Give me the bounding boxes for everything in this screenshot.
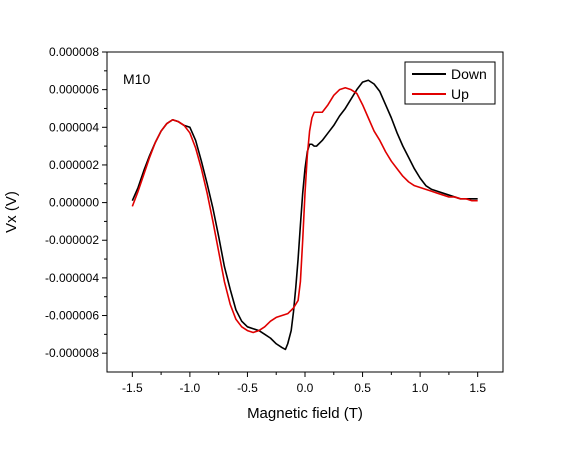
series-line-down	[131, 79, 478, 351]
x-tick-label: 1.5	[469, 381, 486, 395]
x-tick-label: 0.5	[354, 381, 371, 395]
series-line-up	[131, 86, 478, 334]
x-tick-label: -1.5	[122, 381, 143, 395]
x-tick-label: 0.0	[297, 381, 314, 395]
x-tick-label: -0.5	[237, 381, 258, 395]
y-tick-label: 0.000006	[49, 83, 99, 97]
x-tick-label: -1.0	[180, 381, 201, 395]
y-tick-label: 0.000008	[49, 45, 99, 59]
y-tick-label: 0.000000	[49, 196, 99, 210]
legend: Down Up	[404, 61, 496, 105]
x-tick-label: 1.0	[412, 381, 429, 395]
y-tick-label: -0.000006	[45, 309, 99, 323]
y-tick-label: -0.000004	[45, 271, 99, 285]
legend-label-up: Up	[451, 86, 469, 102]
annotation-label: M10	[123, 71, 150, 87]
y-tick-label: 0.000002	[49, 158, 99, 172]
y-tick-label: -0.000002	[45, 233, 99, 247]
x-axis-title: Magnetic field (T)	[247, 405, 363, 422]
y-tick-label: -0.000008	[45, 346, 99, 360]
y-tick-label: 0.000004	[49, 120, 99, 134]
legend-label-down: Down	[451, 66, 487, 82]
legend-box	[404, 61, 496, 105]
y-axis-title: Vx (V)	[3, 191, 20, 233]
axis-ticks: -1.5 -1.0 -0.5 0.0 0.5 1.0 1.5 0.000008 0.000006…	[45, 45, 486, 395]
series-layer	[131, 79, 478, 351]
